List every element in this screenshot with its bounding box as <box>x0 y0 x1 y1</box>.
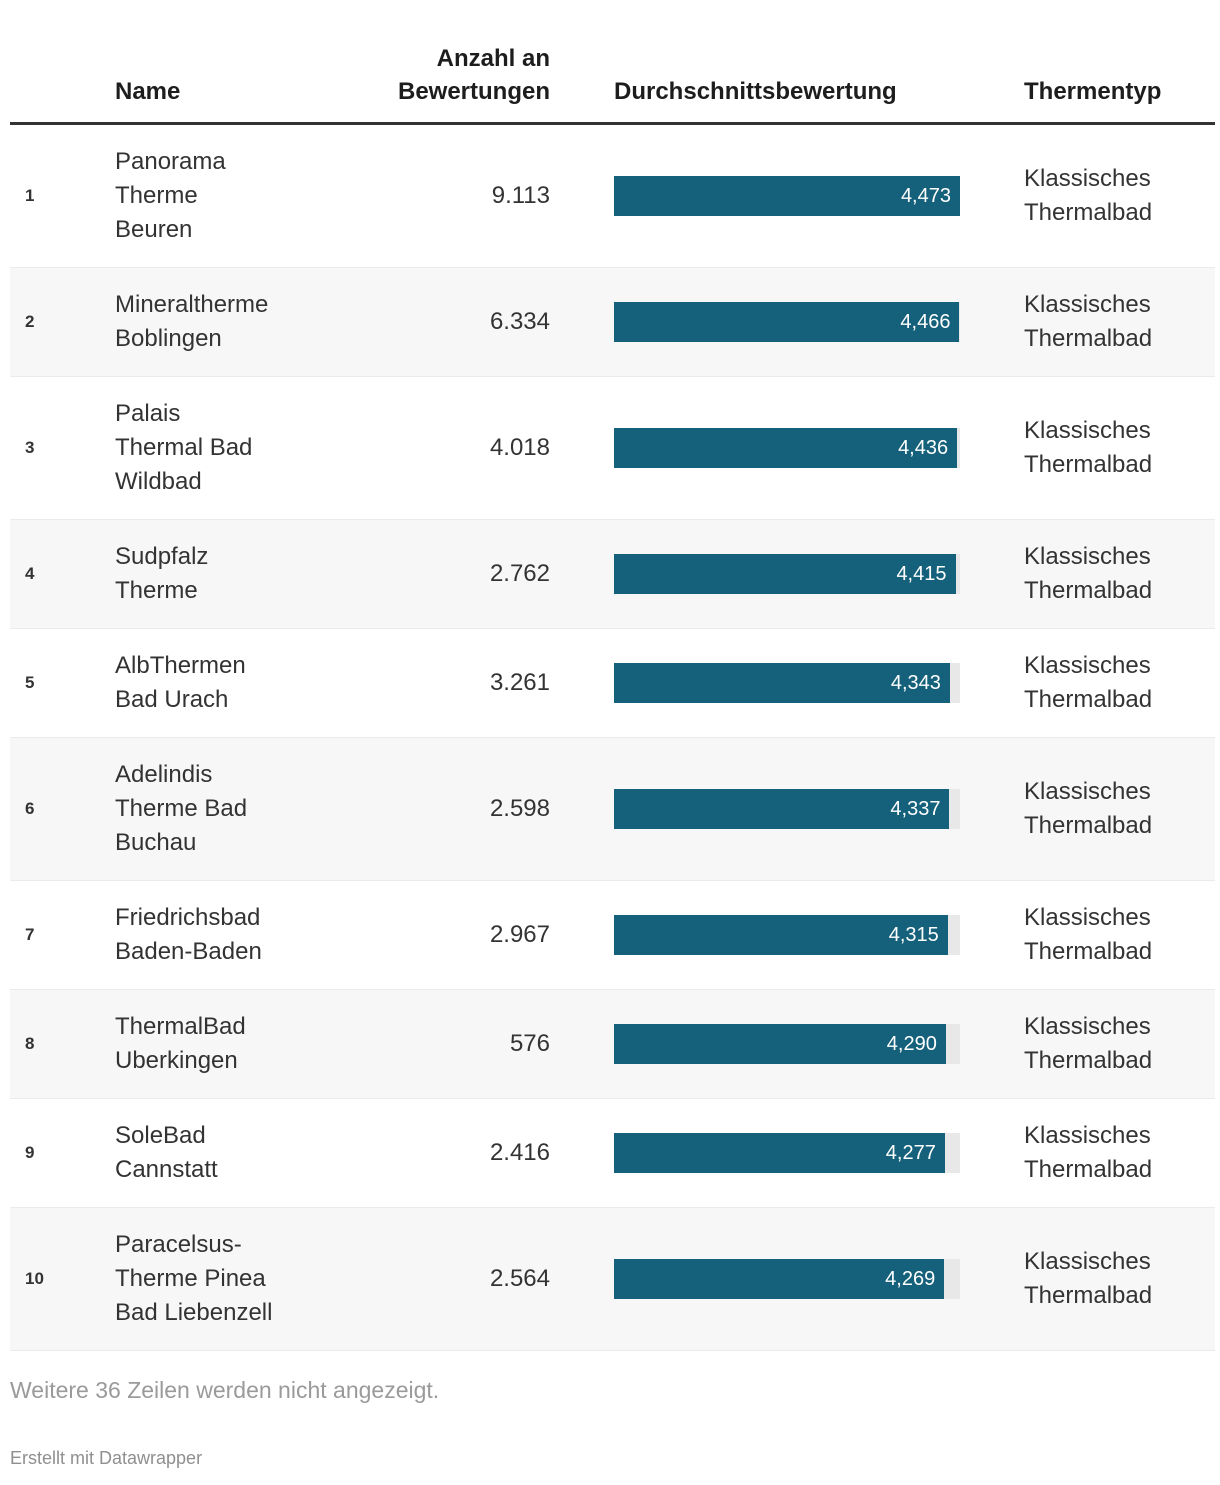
row-rank: 1 <box>25 186 35 205</box>
row-rating-cell: 4,277 <box>562 1133 1024 1173</box>
rating-bar: 4,466 <box>614 302 960 342</box>
row-review-count: 4.018 <box>489 434 550 461</box>
table-row: 5 AlbThermen Bad Urach 3.261 4,343 Klassi… <box>10 629 1215 738</box>
datawrapper-credit: Erstellt mit Datawrapper <box>10 1448 203 1468</box>
rating-bar-label: 4,269 <box>885 1267 936 1290</box>
hidden-rows-note: Weitere 36 Zeilen werden nicht angezeigt… <box>10 1377 440 1403</box>
column-header-rating: Durchschnittsbewertung <box>614 78 897 105</box>
row-rank: 10 <box>25 1269 44 1288</box>
row-rank: 9 <box>25 1143 35 1162</box>
row-review-count: 6.334 <box>489 308 550 335</box>
row-rank: 7 <box>25 925 35 944</box>
row-review-count: 2.564 <box>489 1265 550 1292</box>
row-thermentyp: Klassisches Thermalbad <box>1024 543 1153 604</box>
rating-bar: 4,415 <box>614 554 956 594</box>
row-review-count: 576 <box>509 1030 550 1057</box>
rating-bar-label: 4,337 <box>890 797 941 820</box>
rating-bar: 4,436 <box>614 428 958 468</box>
rating-bar-track: 4,343 <box>614 663 960 703</box>
row-rank: 2 <box>25 312 35 331</box>
rating-bar-label: 4,415 <box>896 562 947 585</box>
rating-bar: 4,277 <box>614 1133 945 1173</box>
row-thermentyp: Klassisches Thermalbad <box>1024 165 1153 226</box>
row-rating-cell: 4,436 <box>562 428 1024 468</box>
row-rank: 3 <box>25 438 35 457</box>
row-name: Paracelsus- Therme Pinea Bad Liebenzell <box>115 1231 273 1326</box>
rating-bar-track: 4,290 <box>614 1024 960 1064</box>
row-review-count: 2.762 <box>489 560 550 587</box>
rating-bar-track: 4,315 <box>614 915 960 955</box>
row-rating-cell: 4,473 <box>562 176 1024 216</box>
row-thermentyp: Klassisches Thermalbad <box>1024 652 1153 713</box>
row-name: AlbThermen Bad Urach <box>115 652 246 713</box>
row-rank: 6 <box>25 799 35 818</box>
column-header-reviews: Anzahl an Bewertungen <box>397 45 550 105</box>
table-row: 4 Sudpfalz Therme 2.762 4,415 Klassisches… <box>10 520 1215 629</box>
row-thermentyp: Klassisches Thermalbad <box>1024 1013 1153 1074</box>
rating-bar-label: 4,466 <box>900 310 951 333</box>
row-rating-cell: 4,415 <box>562 554 1024 594</box>
rating-bar: 4,290 <box>614 1024 946 1064</box>
row-rating-cell: 4,343 <box>562 663 1024 703</box>
row-name: Sudpfalz Therme <box>115 543 209 604</box>
rating-bar: 4,473 <box>614 176 960 216</box>
rating-bar: 4,337 <box>614 789 950 829</box>
rating-bar: 4,315 <box>614 915 948 955</box>
table-row: 6 Adelindis Therme Bad Buchau 2.598 4,337 … <box>10 738 1215 881</box>
column-header-name: Name <box>115 78 181 105</box>
rating-bar-label: 4,277 <box>885 1141 936 1164</box>
rating-bar-label: 4,315 <box>888 923 939 946</box>
row-name: SoleBad Cannstatt <box>115 1122 218 1183</box>
table-row: 7 Friedrichsbad Baden-Baden 2.967 4,315 K… <box>10 881 1215 990</box>
row-rank: 5 <box>25 673 35 692</box>
row-name: Palais Thermal Bad Wildbad <box>115 400 253 495</box>
row-review-count: 2.598 <box>489 795 550 822</box>
rating-bar: 4,269 <box>614 1259 945 1299</box>
rating-bar: 4,343 <box>614 663 950 703</box>
row-name: ThermalBad Uberkingen <box>115 1013 246 1074</box>
rating-bar-track: 4,415 <box>614 554 960 594</box>
row-rating-cell: 4,466 <box>562 302 1024 342</box>
row-name: Adelindis Therme Bad Buchau <box>115 761 248 856</box>
row-thermentyp: Klassisches Thermalbad <box>1024 1248 1153 1309</box>
table-header-row: Name Anzahl an Bewertungen Durchschnitts… <box>10 0 1215 125</box>
row-review-count: 2.967 <box>489 921 550 948</box>
table-body: 1 Panorama Therme Beuren 9.113 4,473 Klass… <box>10 125 1215 1351</box>
row-thermentyp: Klassisches Thermalbad <box>1024 904 1153 965</box>
rating-bar-label: 4,473 <box>900 184 951 207</box>
row-name: Panorama Therme Beuren <box>115 148 226 243</box>
row-rank: 8 <box>25 1034 35 1053</box>
row-rating-cell: 4,337 <box>562 789 1024 829</box>
row-thermentyp: Klassisches Thermalbad <box>1024 291 1153 352</box>
table-row: 3 Palais Thermal Bad Wildbad 4.018 4,436 K… <box>10 377 1215 520</box>
rating-bar-track: 4,269 <box>614 1259 960 1299</box>
row-rating-cell: 4,269 <box>562 1259 1024 1299</box>
table-row: 10 Paracelsus- Therme Pinea Bad Liebenzell… <box>10 1208 1215 1351</box>
rating-bar-label: 4,343 <box>890 671 941 694</box>
row-rank: 4 <box>25 564 35 583</box>
row-name: Mineraltherme Boblingen <box>115 291 269 352</box>
row-rating-cell: 4,315 <box>562 915 1024 955</box>
row-thermentyp: Klassisches Thermalbad <box>1024 778 1153 839</box>
column-header-thermentyp: Thermentyp <box>1024 78 1162 105</box>
rating-bar-label: 4,436 <box>898 436 949 459</box>
row-thermentyp: Klassisches Thermalbad <box>1024 417 1153 478</box>
rating-bar-track: 4,337 <box>614 789 960 829</box>
table-row: 1 Panorama Therme Beuren 9.113 4,473 Klass… <box>10 125 1215 268</box>
row-review-count: 3.261 <box>489 669 550 696</box>
table-row: 2 Mineraltherme Boblingen 6.334 4,466 Kla… <box>10 268 1215 377</box>
table-row: 8 ThermalBad Uberkingen 576 4,290 Klassis… <box>10 990 1215 1099</box>
rating-bar-track: 4,277 <box>614 1133 960 1173</box>
rating-bar-track: 4,466 <box>614 302 960 342</box>
row-name: Friedrichsbad Baden-Baden <box>115 904 262 965</box>
row-thermentyp: Klassisches Thermalbad <box>1024 1122 1153 1183</box>
row-review-count: 9.113 <box>491 182 550 209</box>
rating-bar-track: 4,436 <box>614 428 960 468</box>
row-review-count: 2.416 <box>489 1139 550 1166</box>
row-rating-cell: 4,290 <box>562 1024 1024 1064</box>
table-row: 9 SoleBad Cannstatt 2.416 4,277 Klassisch… <box>10 1099 1215 1208</box>
rating-bar-track: 4,473 <box>614 176 960 216</box>
rating-bar-label: 4,290 <box>886 1032 937 1055</box>
